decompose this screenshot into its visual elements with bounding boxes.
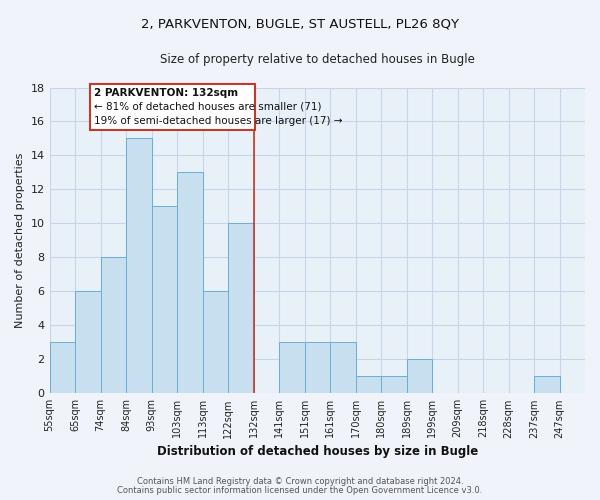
Bar [330, 342, 356, 394]
Bar [101, 258, 126, 394]
Bar [75, 292, 101, 394]
Bar [228, 224, 254, 394]
Bar [305, 342, 330, 394]
Bar [50, 342, 75, 394]
Text: ← 81% of detached houses are smaller (71): ← 81% of detached houses are smaller (71… [94, 102, 322, 112]
Bar [356, 376, 381, 394]
Bar [534, 376, 560, 394]
Bar [407, 360, 432, 394]
Y-axis label: Number of detached properties: Number of detached properties [15, 152, 25, 328]
Bar [381, 376, 407, 394]
Text: 2 PARKVENTON: 132sqm: 2 PARKVENTON: 132sqm [94, 88, 238, 99]
Bar [152, 206, 177, 394]
FancyBboxPatch shape [91, 84, 255, 130]
Bar [177, 172, 203, 394]
Bar [126, 138, 152, 394]
Bar [279, 342, 305, 394]
Text: Contains HM Land Registry data © Crown copyright and database right 2024.: Contains HM Land Registry data © Crown c… [137, 477, 463, 486]
Text: 19% of semi-detached houses are larger (17) →: 19% of semi-detached houses are larger (… [94, 116, 343, 126]
X-axis label: Distribution of detached houses by size in Bugle: Distribution of detached houses by size … [157, 444, 478, 458]
Bar [203, 292, 228, 394]
Text: 2, PARKVENTON, BUGLE, ST AUSTELL, PL26 8QY: 2, PARKVENTON, BUGLE, ST AUSTELL, PL26 8… [141, 18, 459, 30]
Title: Size of property relative to detached houses in Bugle: Size of property relative to detached ho… [160, 52, 475, 66]
Text: Contains public sector information licensed under the Open Government Licence v3: Contains public sector information licen… [118, 486, 482, 495]
